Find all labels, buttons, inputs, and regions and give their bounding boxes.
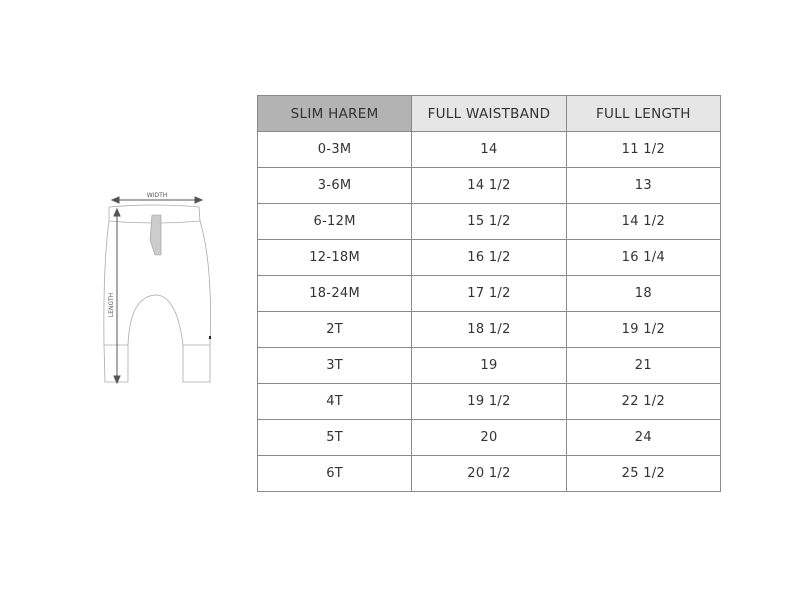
cell-waistband: 20 1/2	[411, 455, 567, 492]
cell-waistband: 20	[411, 419, 567, 456]
cell-size: 4T	[256, 383, 413, 420]
table-row: 6-12M 15 1/2 14 1/2	[256, 203, 722, 240]
table-row: 4T 19 1/2 22 1/2	[256, 383, 722, 420]
cell-waistband: 19 1/2	[411, 383, 567, 420]
drawstring	[149, 214, 162, 256]
cell-length: 14 1/2	[565, 203, 722, 240]
cell-size: 12-18M	[256, 239, 413, 276]
cell-waistband: 14	[411, 131, 567, 168]
table-row: 6T 20 1/2 25 1/2	[256, 455, 722, 492]
table-row: 2T 18 1/2 19 1/2	[256, 311, 722, 348]
cell-length: 21	[565, 347, 722, 384]
cell-waistband: 19	[411, 347, 567, 384]
table-header-row: SLIM HAREM FULL WAISTBAND FULL LENGTH	[256, 95, 722, 132]
cell-waistband: 18 1/2	[411, 311, 567, 348]
cell-size: 3-6M	[256, 167, 413, 204]
width-label: WIDTH	[147, 192, 168, 199]
table-row: 3-6M 14 1/2 13	[256, 167, 722, 204]
pants-measurement-diagram: WIDTH LENGTH	[95, 185, 225, 390]
cell-size: 3T	[256, 347, 413, 384]
pants-illustration: WIDTH LENGTH	[103, 192, 211, 385]
table-row: 18-24M 17 1/2 18	[256, 275, 722, 312]
cell-length: 16 1/4	[565, 239, 722, 276]
header-waistband: FULL WAISTBAND	[411, 95, 567, 132]
table-row: 12-18M 16 1/2 16 1/4	[256, 239, 722, 276]
table-row: 0-3M 14 11 1/2	[256, 131, 722, 168]
cell-length: 13	[565, 167, 722, 204]
size-chart-table: SLIM HAREM FULL WAISTBAND FULL LENGTH 0-…	[256, 95, 722, 492]
cell-waistband: 14 1/2	[411, 167, 567, 204]
cell-length: 19 1/2	[565, 311, 722, 348]
cell-length: 24	[565, 419, 722, 456]
length-label: LENGTH	[108, 293, 115, 317]
cell-length: 11 1/2	[565, 131, 722, 168]
cell-size: 6-12M	[256, 203, 413, 240]
cell-size: 2T	[256, 311, 413, 348]
cell-length: 18	[565, 275, 722, 312]
table-row: 3T 19 21	[256, 347, 722, 384]
cell-length: 22 1/2	[565, 383, 722, 420]
width-arrow	[110, 196, 204, 204]
cell-waistband: 17 1/2	[411, 275, 567, 312]
length-arrow	[113, 207, 121, 385]
header-length: FULL LENGTH	[565, 95, 722, 132]
cell-size: 18-24M	[256, 275, 413, 312]
cell-size: 0-3M	[256, 131, 413, 168]
cell-waistband: 15 1/2	[411, 203, 567, 240]
table-row: 5T 20 24	[256, 419, 722, 456]
cell-size: 5T	[256, 419, 413, 456]
cell-waistband: 16 1/2	[411, 239, 567, 276]
cell-size: 6T	[256, 455, 413, 492]
cell-length: 25 1/2	[565, 455, 722, 492]
header-size: SLIM HAREM	[256, 95, 413, 132]
